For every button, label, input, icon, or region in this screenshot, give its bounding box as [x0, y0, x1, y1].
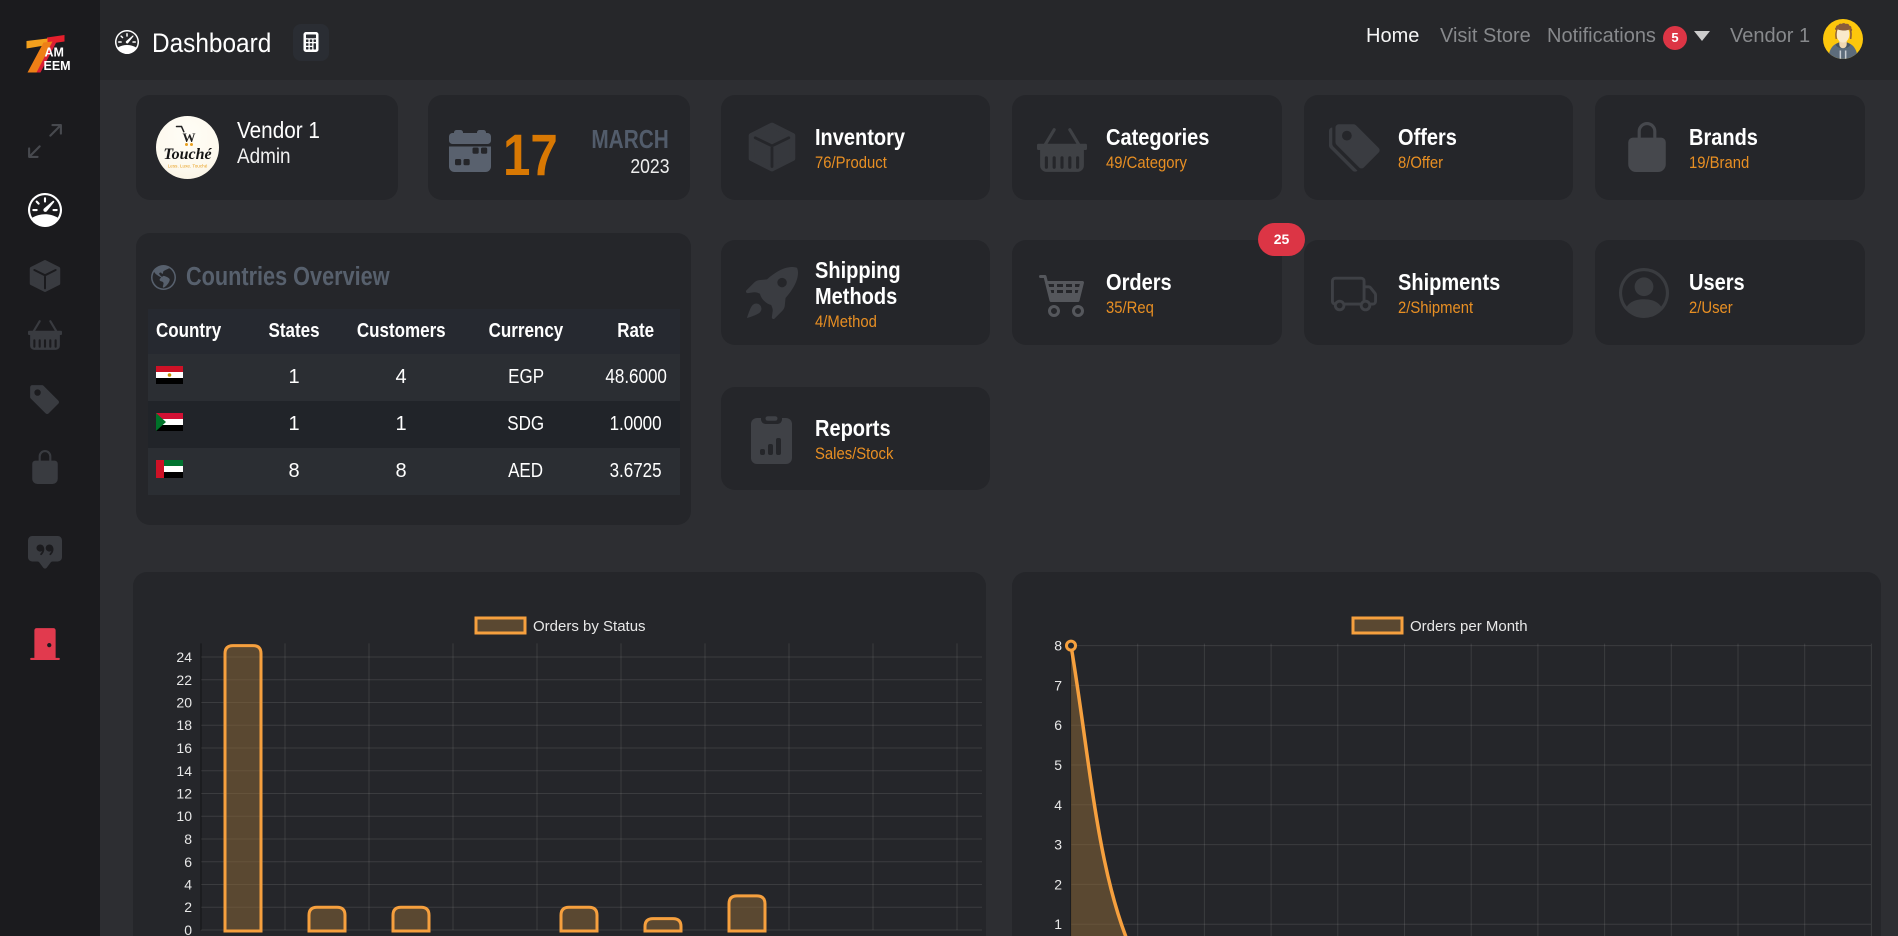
svg-text:12: 12 [176, 786, 192, 802]
svg-text:6: 6 [184, 854, 192, 870]
svg-text:EEM: EEM [44, 59, 71, 73]
svg-text:Less. Luxe. Touché: Less. Luxe. Touché [168, 164, 208, 169]
svg-text:4: 4 [184, 877, 192, 893]
svg-text:5: 5 [1054, 757, 1062, 773]
svg-text:8: 8 [1054, 638, 1062, 654]
svg-text:8: 8 [184, 831, 192, 847]
svg-text:2: 2 [184, 899, 192, 915]
svg-text:Orders per Month: Orders per Month [1410, 618, 1528, 635]
svg-text:16: 16 [176, 740, 192, 756]
svg-text:22: 22 [176, 672, 192, 688]
svg-text:Orders by Status: Orders by Status [533, 618, 646, 635]
svg-text:18: 18 [176, 717, 192, 733]
svg-text:Touché: Touché [163, 146, 212, 163]
svg-text:6: 6 [1054, 717, 1062, 733]
svg-text:1: 1 [1054, 916, 1062, 932]
svg-text:3: 3 [1054, 837, 1062, 853]
svg-text:7: 7 [1054, 677, 1062, 693]
svg-text:0: 0 [184, 922, 192, 936]
svg-text:2: 2 [1054, 876, 1062, 892]
svg-text:AM: AM [45, 46, 64, 60]
svg-text:20: 20 [176, 695, 192, 711]
svg-text:W: W [183, 130, 196, 145]
svg-text:4: 4 [1054, 797, 1062, 813]
svg-text:24: 24 [176, 649, 192, 665]
svg-text:10: 10 [176, 808, 192, 824]
svg-text:14: 14 [176, 763, 192, 779]
